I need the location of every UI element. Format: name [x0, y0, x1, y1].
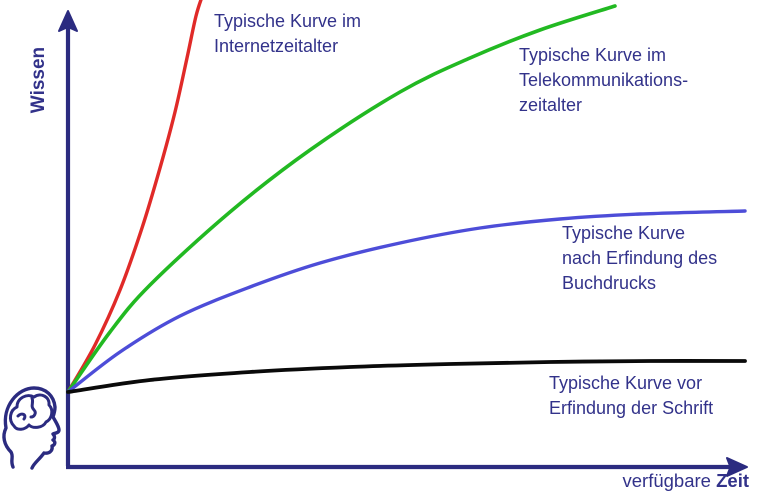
- label-line: Typische Kurve im: [519, 45, 667, 65]
- label-line: Typische Kurve im: [214, 11, 362, 31]
- label-printing-era: Typische Kurve nach Erfindung des Buchdr…: [562, 221, 717, 296]
- curve-lines: [66, 0, 747, 394]
- label-line: zeitalter: [519, 95, 583, 115]
- x-axis-arrowhead: [726, 457, 748, 477]
- curve-internet-age: [66, 0, 203, 394]
- label-line: Internetzeitalter: [214, 36, 339, 56]
- label-line: Erfindung der Schrift: [549, 398, 714, 418]
- label-line: Buchdrucks: [562, 273, 657, 293]
- brain-fold-right: [29, 396, 37, 419]
- y-axis-title: Wissen: [28, 46, 49, 114]
- x-axis-title-bold: Zeit: [716, 470, 749, 491]
- curve-after-invention-of-printing: [66, 209, 747, 394]
- curve-telecommunications-age: [66, 4, 617, 394]
- label-telecom-era: Typische Kurve im Telekommunikations- ze…: [519, 43, 688, 118]
- label-line: Telekommunikations-: [519, 70, 689, 90]
- label-internet-era: Typische Kurve im Internetzeitalter: [214, 9, 361, 59]
- x-axis-title-regular: verfügbare: [622, 470, 711, 491]
- label-line: Typische Kurve vor: [549, 373, 703, 393]
- label-line: nach Erfindung des: [562, 248, 718, 268]
- brain-fold-left: [16, 412, 27, 421]
- label-pre-writing-era: Typische Kurve vor Erfindung der Schrift: [549, 371, 713, 421]
- y-axis-arrowhead: [58, 10, 78, 32]
- label-line: Typische Kurve: [562, 223, 686, 243]
- brain-outline: [8, 393, 54, 431]
- head-outline: [2, 386, 61, 470]
- x-axis-title: verfügbare Zeit: [623, 470, 749, 492]
- head-brain-icon: [2, 386, 61, 470]
- curve-before-invention-of-writing: [66, 359, 747, 394]
